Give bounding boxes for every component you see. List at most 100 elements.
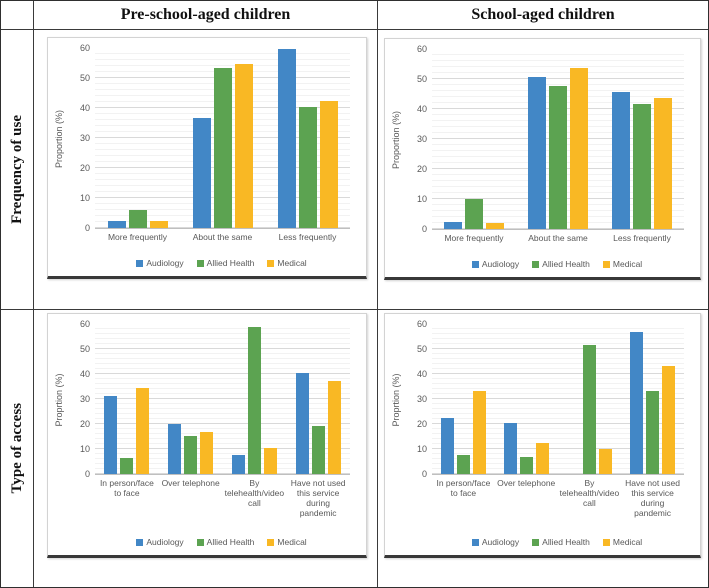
bar-medical (486, 223, 504, 229)
bar-medical (234, 63, 253, 228)
bar-allied-health (120, 457, 134, 474)
bar-group-1 (95, 49, 180, 228)
bar-audiology (504, 423, 517, 474)
bar-groups (432, 325, 684, 474)
y-tick-label: 50 (79, 343, 90, 354)
bar-medical (599, 449, 612, 474)
bar-groups (95, 325, 350, 474)
bar-group-2 (495, 325, 558, 474)
bar-group-4 (621, 325, 684, 474)
legend-swatch (532, 260, 540, 268)
y-tick-label: 30 (79, 393, 90, 404)
legend-swatch (196, 259, 204, 267)
y-tick-label: 20 (416, 418, 427, 429)
plot-area-school-frequency: 0 10 20 30 40 50 60 (417, 44, 684, 233)
y-tick-label: 40 (416, 103, 427, 114)
bar-medical (570, 67, 588, 229)
legend-swatch (602, 538, 610, 546)
legend-label: Allied Health (542, 537, 590, 547)
legend-item-medical: Medical (602, 259, 643, 269)
y-tick-label: 10 (416, 443, 427, 454)
legend-label: Medical (612, 537, 643, 547)
row-header-access-label: Type of access (8, 403, 25, 494)
bar-group-2 (516, 50, 600, 229)
bar-audiology (441, 418, 454, 474)
bar-allied-health (633, 103, 651, 229)
legend-swatch (532, 538, 540, 546)
row-header-frequency-of-use: Frequency of use (1, 30, 34, 310)
bar-audiology (277, 49, 296, 228)
legend-item-audiology: Audiology (471, 537, 519, 547)
bar-audiology (192, 117, 211, 228)
legend-swatch (267, 259, 275, 267)
bar-group-3 (223, 325, 287, 474)
bar-allied-health (520, 456, 533, 474)
chart-legend: Audiology Allied Health Medical (402, 531, 692, 550)
y-tick-label: 30 (416, 133, 427, 144)
x-category-label: More frequently (107, 232, 168, 242)
bar-audiology (612, 91, 630, 229)
legend-label: Audiology (146, 537, 184, 547)
y-tick-label: 10 (79, 443, 90, 454)
y-axis-title-text: Proportion (%) (53, 109, 64, 169)
chart-panel-pre-school-access: Proprtion (%) 0 10 20 30 40 50 60 In person/face… (47, 313, 367, 558)
bar-group-4 (286, 325, 350, 474)
legend-label: Allied Health (542, 259, 590, 269)
chart-cell-pre-school-frequency: Proportion (%) 0 10 20 30 40 50 60 More frequent… (34, 30, 378, 310)
bar-audiology (104, 395, 118, 474)
chart-school-frequency: Proportion (%) 0 10 20 30 40 50 60 More frequent… (389, 44, 692, 272)
plot-column: 0 10 20 30 40 50 60 In person/face to face Over … (402, 319, 692, 550)
x-category-label: About the same (192, 232, 253, 242)
legend-swatch (196, 538, 204, 546)
bar-medical (136, 388, 150, 474)
x-category-label: Have not used this service during pandem… (625, 478, 680, 519)
bar-audiology (444, 221, 462, 229)
bar-groups (95, 49, 350, 228)
bar-group-1 (432, 325, 495, 474)
chart-panel-pre-school-frequency: Proportion (%) 0 10 20 30 40 50 60 More frequent… (47, 37, 367, 279)
chart-cell-pre-school-access: Proprtion (%) 0 10 20 30 40 50 60 In person/face… (34, 310, 378, 587)
y-tick-label: 20 (416, 163, 427, 174)
bar-audiology (528, 76, 546, 229)
legend-item-medical: Medical (267, 258, 307, 268)
legend-label: Medical (612, 259, 643, 269)
bar-group-1 (95, 325, 159, 474)
x-category-label: About the same (528, 233, 588, 243)
bar-medical (327, 380, 341, 474)
bar-audiology (231, 455, 245, 474)
x-axis-labels: In person/face to face Over telephone By t… (95, 478, 350, 518)
legend-item-audiology: Audiology (136, 537, 184, 547)
legend-swatch (136, 538, 144, 546)
y-axis-title-text: Proprtion (%) (53, 373, 64, 427)
bar-group-2 (180, 49, 265, 228)
x-category-label: In person/face to face (99, 478, 154, 499)
chart-pre-school-access: Proprtion (%) 0 10 20 30 40 50 60 In person/face… (52, 319, 358, 550)
legend-item-medical: Medical (267, 537, 307, 547)
bar-groups (432, 50, 684, 229)
bar-allied-health (213, 68, 232, 228)
bar-medical (149, 220, 168, 228)
bar-allied-health (128, 210, 147, 228)
bar-group-3 (600, 50, 684, 229)
plot-column: 0 10 20 30 40 50 60 In person/face to face Over … (65, 319, 358, 550)
plot-area-pre-school-access: 0 10 20 30 40 50 60 (80, 319, 350, 478)
chart-legend: Audiology Allied Health Medical (65, 252, 358, 271)
y-tick-label: 10 (79, 192, 90, 203)
chart-panel-school-access: Proprtion (%) 0 10 20 30 40 50 60 In person/face… (384, 313, 701, 558)
bar-group-3 (558, 325, 621, 474)
column-header-pre-school: Pre-school-aged children (34, 1, 378, 30)
y-tick-label: 40 (416, 368, 427, 379)
y-axis-title-text: Proprtion (%) (390, 373, 401, 427)
bar-allied-health (457, 455, 470, 474)
chart-legend: Audiology Allied Health Medical (65, 531, 358, 550)
legend-item-medical: Medical (602, 537, 643, 547)
legend-item-allied-health: Allied Health (196, 537, 254, 547)
legend-item-allied-health: Allied Health (196, 258, 254, 268)
bar-audiology (168, 424, 182, 474)
chart-cell-school-frequency: Proportion (%) 0 10 20 30 40 50 60 More frequent… (378, 30, 708, 310)
legend-label: Audiology (481, 259, 520, 269)
y-tick-label: 0 (84, 222, 90, 233)
bar-medical (319, 101, 338, 228)
legend-swatch (471, 260, 479, 268)
